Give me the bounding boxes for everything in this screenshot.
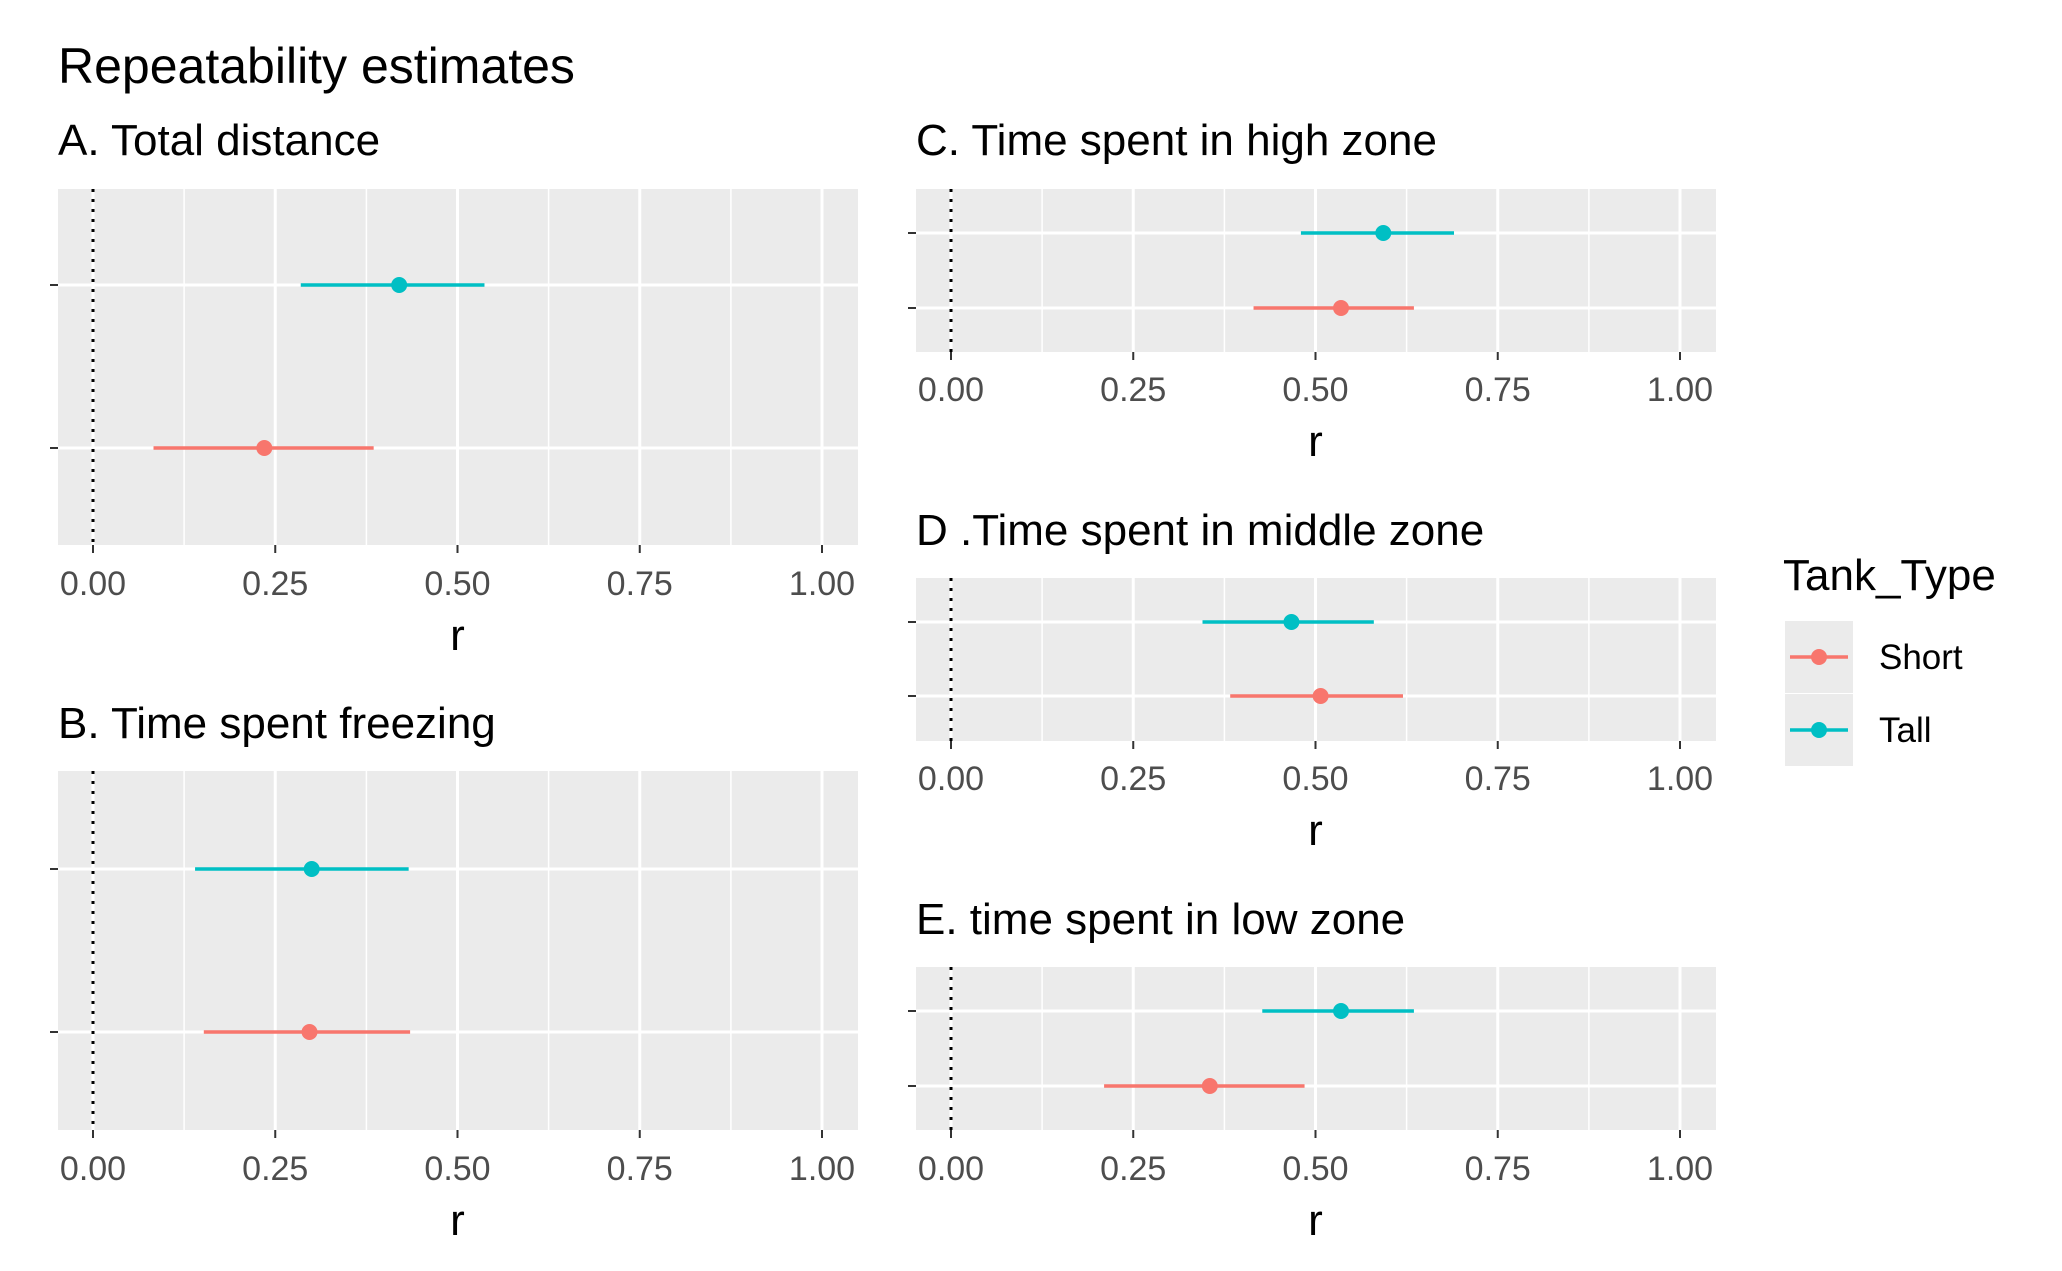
x-tick-label: 0.50	[1282, 371, 1348, 409]
x-tick-label: 0.50	[1282, 1150, 1348, 1188]
panel-title: B. Time spent freezing	[58, 699, 496, 748]
x-axis-label: r	[1308, 806, 1323, 855]
point-estimate-tall	[1283, 614, 1300, 630]
x-tick-label: 0.00	[60, 565, 126, 603]
legend-key-point-tall	[1811, 722, 1827, 738]
x-tick-label: 0.75	[1465, 760, 1531, 798]
point-estimate-short	[1333, 300, 1350, 316]
panel-title: E. time spent in low zone	[916, 895, 1405, 944]
point-estimate-tall	[391, 277, 408, 293]
panel-e: E. time spent in low zone 0.00 0.25 0.50 0.7…	[908, 895, 1716, 1245]
x-tick-label: 0.00	[60, 1150, 126, 1188]
x-axis-label: r	[450, 611, 465, 660]
x-tick-label: 0.00	[918, 1150, 984, 1188]
x-tick-label: 0.75	[1465, 371, 1531, 409]
x-axis-label: r	[450, 1196, 465, 1245]
x-axis-label: r	[1308, 417, 1323, 466]
panel-title: C. Time spent in high zone	[916, 116, 1437, 165]
x-tick-label: 0.25	[242, 565, 308, 603]
x-tick-label: 1.00	[1647, 1150, 1713, 1188]
panel-title: A. Total distance	[58, 116, 380, 165]
x-tick-label: 1.00	[789, 1150, 855, 1188]
x-tick-label: 0.75	[607, 565, 673, 603]
panel-title: D .Time spent in middle zone	[916, 506, 1484, 555]
panel-c: C. Time spent in high zone 0.00 0.25 0.50 0.…	[908, 116, 1716, 466]
x-tick-label: 0.50	[424, 565, 490, 603]
x-tick-label: 0.50	[1282, 760, 1348, 798]
point-estimate-short	[301, 1024, 318, 1040]
point-estimate-short	[256, 440, 273, 456]
x-tick-label: 1.00	[789, 565, 855, 603]
legend: Tank_Type Short Tall	[1783, 551, 1996, 766]
point-estimate-tall	[303, 861, 320, 877]
panel-d: D .Time spent in middle zone 0.00 0.25 0.50…	[908, 506, 1716, 855]
legend-title: Tank_Type	[1783, 551, 1996, 600]
x-axis-label: r	[1308, 1196, 1323, 1245]
point-estimate-tall	[1333, 1003, 1350, 1019]
legend-label-tall: Tall	[1879, 711, 1932, 750]
x-tick-label: 0.00	[918, 371, 984, 409]
point-estimate-tall	[1375, 225, 1392, 241]
legend-key-point-short	[1811, 649, 1827, 665]
x-tick-label: 0.00	[918, 760, 984, 798]
x-tick-label: 0.25	[242, 1150, 308, 1188]
x-tick-label: 0.25	[1100, 760, 1166, 798]
point-estimate-short	[1201, 1078, 1218, 1094]
panel-a: A. Total distance 0.00 0.25 0.50 0.75 1.00 r	[50, 116, 858, 660]
point-estimate-short	[1312, 688, 1329, 704]
figure-title: Repeatability estimates	[58, 38, 575, 94]
panel-b: B. Time spent freezing 0.00 0.25 0.50 0.75 1.…	[50, 699, 858, 1245]
x-tick-label: 1.00	[1647, 760, 1713, 798]
x-tick-label: 1.00	[1647, 371, 1713, 409]
x-tick-label: 0.75	[1465, 1150, 1531, 1188]
legend-label-short: Short	[1879, 638, 1963, 677]
x-tick-label: 0.75	[607, 1150, 673, 1188]
x-tick-label: 0.50	[424, 1150, 490, 1188]
x-tick-label: 0.25	[1100, 1150, 1166, 1188]
x-tick-label: 0.25	[1100, 371, 1166, 409]
